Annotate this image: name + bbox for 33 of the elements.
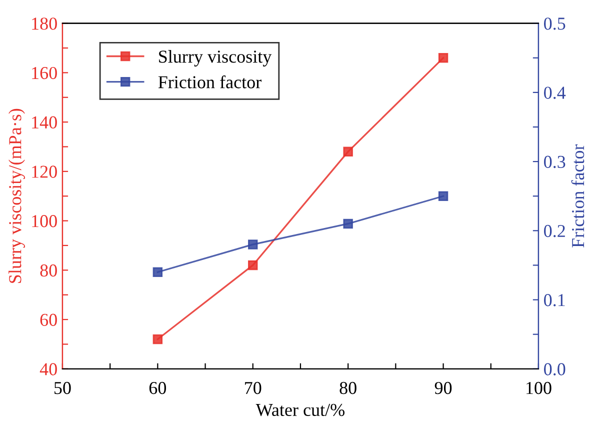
x-tick-label: 70: [245, 382, 262, 394]
y2-tick-label: 0.5: [544, 18, 566, 30]
point: [343, 218, 353, 229]
x-tick-label: 60: [149, 382, 166, 394]
point: [152, 334, 163, 344]
x-axis-title: Water cut/%: [256, 404, 344, 416]
y-tick-label: 60: [40, 314, 57, 326]
y2-tick-label: 0.4: [544, 86, 566, 99]
point: [438, 53, 448, 63]
x-tick-label: 90: [434, 382, 452, 394]
y-tick-label: 80: [40, 264, 57, 277]
y-tick-label: 140: [32, 116, 57, 128]
y-tick-label: 40: [40, 363, 57, 376]
point: [248, 260, 258, 270]
y-tick-label: 120: [32, 166, 57, 178]
y2-tick-label: 0.0: [544, 363, 566, 376]
legend-label: Slurry viscosity: [159, 50, 272, 66]
y-tick-label: 100: [32, 215, 57, 228]
legend-label: Friction factor: [158, 75, 262, 88]
y-axis-title: Slurry viscosity/(mPa·s): [8, 108, 25, 283]
x-tick-label: 80: [340, 382, 356, 394]
x-tick-label: 100: [526, 382, 552, 394]
y-tick-label: 180: [32, 18, 57, 30]
point: [152, 267, 163, 277]
point: [248, 240, 258, 250]
x-tick-label: 50: [54, 382, 71, 394]
point: [438, 191, 448, 201]
y-tick-label: 160: [32, 66, 57, 80]
point: [343, 146, 353, 157]
y2-tick-label: 0.2: [544, 224, 565, 238]
y2-tick-label: 0.1: [544, 294, 565, 306]
y2-tick-label: 0.3: [544, 156, 566, 168]
y2-axis-title: Friction factor: [571, 144, 584, 248]
